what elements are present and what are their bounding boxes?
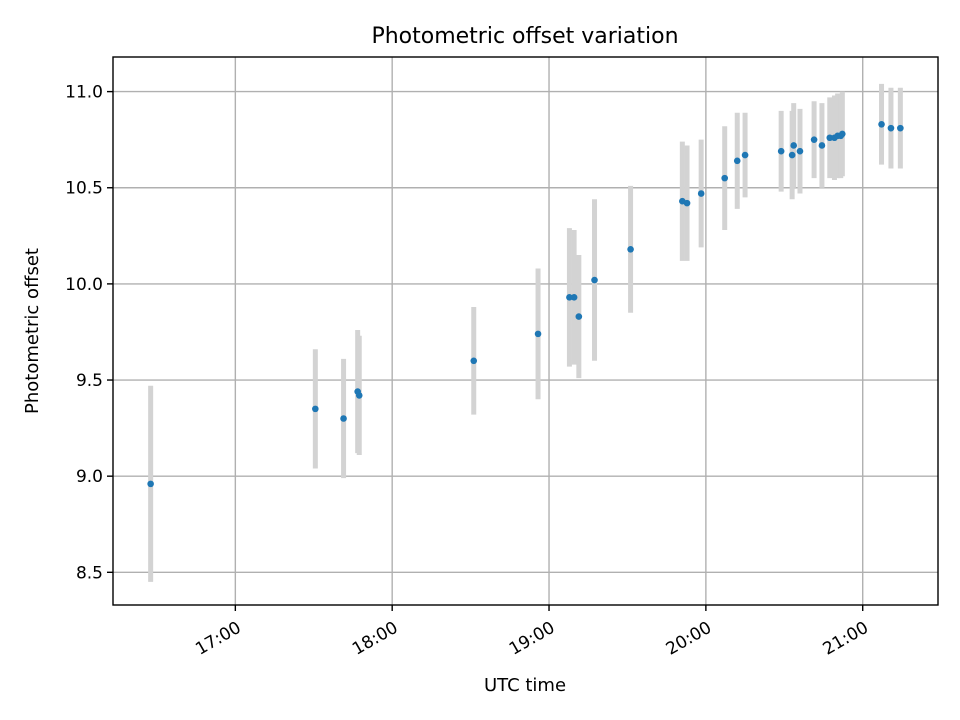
data-point xyxy=(340,415,347,422)
data-point xyxy=(733,157,741,165)
plot-frame xyxy=(112,56,939,606)
data-point xyxy=(591,276,598,284)
data-point xyxy=(788,151,796,159)
y-axis-ticks: 8.5 9.0 9.5 10.0 10.5 11.0 xyxy=(65,83,113,583)
data-point xyxy=(790,142,798,149)
data-point xyxy=(796,147,804,155)
data-point xyxy=(741,151,749,159)
data-point xyxy=(312,405,319,413)
data-point xyxy=(878,120,885,128)
data-point xyxy=(147,480,154,488)
data-point xyxy=(897,124,904,132)
y-tick-label: 10.5 xyxy=(65,179,103,199)
data-point xyxy=(470,357,478,365)
data-point xyxy=(566,294,573,301)
chart-title: Photometric offset variation xyxy=(371,24,678,49)
data-point xyxy=(570,294,578,301)
data-point xyxy=(683,199,691,207)
y-tick-label: 9.5 xyxy=(76,371,103,391)
y-tick-label: 10.0 xyxy=(65,275,103,295)
data-point xyxy=(355,392,363,399)
data-point xyxy=(810,136,818,143)
data-point xyxy=(627,245,634,253)
data-point xyxy=(777,147,785,155)
y-tick-label: 8.5 xyxy=(76,563,103,583)
data-point xyxy=(721,174,728,182)
y-tick-label: 11.0 xyxy=(65,83,103,103)
data-point xyxy=(839,130,846,138)
data-point xyxy=(575,313,583,320)
y-axis-label: Photometric offset xyxy=(22,248,43,414)
y-tick-label: 9.0 xyxy=(76,467,103,487)
data-points xyxy=(147,120,904,488)
data-point xyxy=(818,142,826,149)
data-point xyxy=(534,330,542,338)
x-axis-label: UTC time xyxy=(484,675,566,696)
data-point xyxy=(887,124,895,132)
data-point xyxy=(826,134,834,142)
data-point xyxy=(697,190,705,197)
